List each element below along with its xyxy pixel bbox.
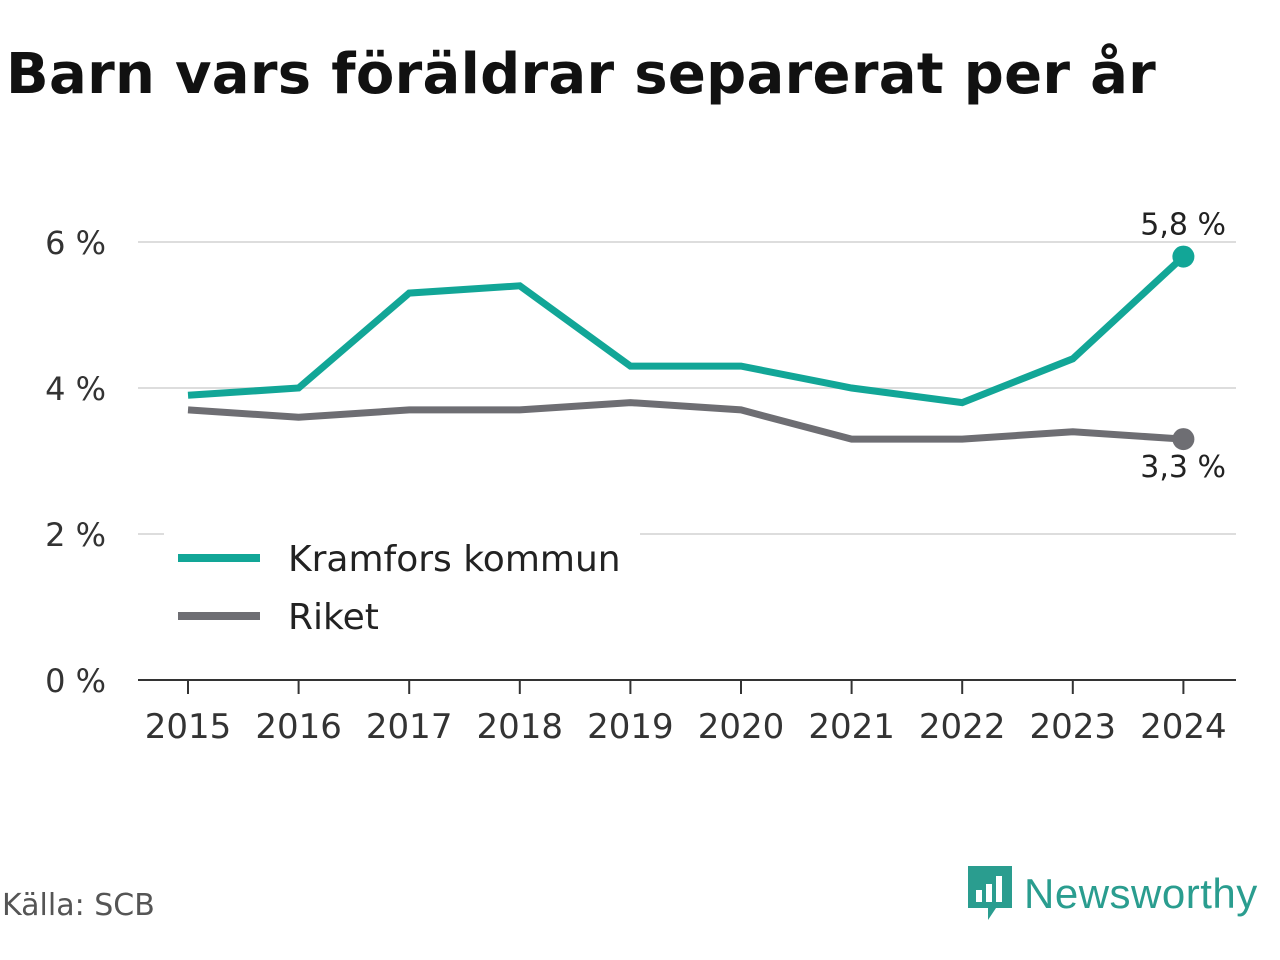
legend-label: Riket (288, 597, 379, 638)
end-labels: 5,8 % 3,3 % (1140, 208, 1226, 486)
brand-name: Newsworthy (1024, 870, 1258, 917)
brand-logo[interactable]: Newsworthy (964, 862, 1258, 926)
x-tick-label: 2022 (919, 707, 1006, 747)
x-tick-label: 2017 (366, 707, 453, 747)
legend: Kramfors kommun Riket (164, 522, 640, 646)
x-axis: 2015 2016 2017 2018 2019 2020 2021 2022 2023 2024 (138, 679, 1236, 747)
chart-title: Barn vars föräldrar separerat per år (6, 42, 1157, 107)
x-tick-label: 2020 (698, 707, 785, 747)
x-tick-label: 2015 (145, 707, 232, 747)
y-tick-label: 2 % (45, 516, 106, 554)
x-tick-label: 2018 (477, 707, 564, 747)
legend-label: Kramfors kommun (288, 539, 621, 580)
x-tick-label: 2024 (1140, 707, 1227, 747)
y-tick-label: 4 % (45, 370, 106, 408)
legend-background (164, 522, 640, 646)
y-axis-ticks: 0 % 2 % 4 % 6 % (45, 224, 106, 700)
x-tick-label: 2019 (587, 707, 674, 747)
series-line (187, 254, 1186, 407)
y-tick-label: 6 % (45, 224, 106, 262)
series-end-marker (1172, 428, 1195, 451)
x-tick-label: 2021 (808, 707, 895, 747)
series-end-marker (1172, 245, 1195, 268)
x-tick-label: 2016 (255, 707, 342, 747)
x-tick-label: 2023 (1030, 707, 1117, 747)
source-note: Källa: SCB (2, 888, 155, 923)
series-end-label: 5,8 % (1140, 208, 1226, 243)
series-end-label: 3,3 % (1140, 450, 1226, 485)
y-tick-label: 0 % (45, 662, 106, 700)
series-lines (187, 245, 1195, 451)
newsworthy-logo-icon (968, 866, 1012, 920)
series-line (187, 399, 1184, 443)
